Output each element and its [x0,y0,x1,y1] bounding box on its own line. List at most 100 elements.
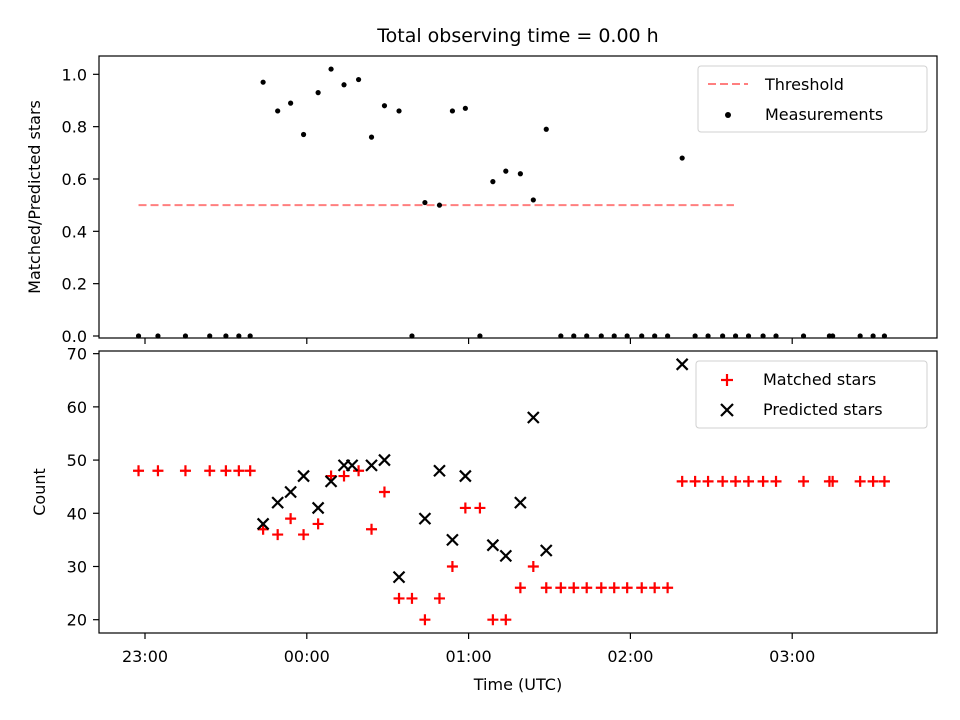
measurement-point [760,333,766,339]
matched-star-point [514,582,526,594]
matched-star-point [393,592,405,604]
measurement-point [830,333,836,339]
matched-star-point [378,486,390,498]
matched-star-point [500,614,512,626]
measurement-point [543,126,549,132]
top-ytick-label: 0.4 [62,222,87,241]
matched-star-point [204,465,216,477]
measurement-point [207,333,213,339]
measurement-point [182,333,189,339]
matched-star-point [325,470,337,482]
matched-star-point [474,502,486,514]
measurement-point [745,333,752,339]
predicted-star-point [297,469,310,483]
top-ytick-label: 0.8 [62,118,87,137]
measurement-point [236,333,242,339]
matched-star-point [433,592,445,604]
top-plot-frame [98,55,938,339]
measurement-point [396,108,402,114]
matched-star-point [555,582,567,594]
matched-star-point [272,529,284,541]
legend-measurement-swatch [725,112,731,118]
bottom-x-axis: 23:00 00:00 01:00 02:00 03:00 [122,633,815,666]
measurement-point [462,105,468,111]
matched-star-point [621,582,633,594]
measurement-point [857,333,863,339]
measurement-point [247,333,253,339]
bottom-xtick-label: 03:00 [769,647,815,666]
matched-star-point [743,475,755,487]
matched-star-point [798,475,810,487]
matched-star-point [649,582,661,594]
bottom-legend: Matched stars Predicted stars [695,360,928,429]
matched-star-point [757,475,769,487]
predicted-star-point [284,485,297,499]
matched-star-point [581,582,593,594]
predicted-star-point [345,459,359,472]
measurement-point [409,333,415,339]
measurement-point [328,66,334,72]
measurement-point [639,333,645,339]
measurement-point [422,199,428,206]
matched-star-point [220,465,232,477]
matched-star-point [353,465,365,477]
bottom-y-axis: 20 30 40 50 60 70 [67,345,99,630]
matched-star-point [446,560,458,572]
measurement-point [449,108,456,114]
predicted-star-point [256,517,270,531]
matched-star-point [459,502,471,514]
measurement-point [611,333,617,339]
measurement-point [490,179,496,185]
bottom-xtick-label: 02:00 [607,647,653,666]
legend-predicted-swatch [720,403,734,417]
matched-star-point [179,465,191,477]
top-y-axis: 0.0 0.2 0.4 0.6 0.8 1.0 [62,65,99,346]
matched-star-point [717,475,729,487]
measurement-point [665,333,671,339]
matched-star-point [662,582,674,594]
bottom-ytick-label: 50 [67,451,87,470]
top-y-axis-label: Matched/Predicted stars [25,100,44,294]
matched-star-point [419,614,431,626]
measurement-point [223,333,229,339]
bottom-ytick-label: 30 [67,557,87,576]
measurement-point [530,197,536,203]
predicted-star-point [418,512,432,525]
matched-star-point [285,513,297,525]
matched-star-point [568,582,580,594]
matched-star-point [152,465,164,477]
measurement-point [720,333,726,339]
matched-star-point [827,475,839,487]
top-ytick-label: 1.0 [62,65,87,84]
matched-star-point [676,475,688,487]
measurement-point [260,79,266,85]
bottom-xtick-label: 01:00 [446,647,492,666]
predicted-star-point [675,358,689,371]
chart-title: Total observing time = 0.00 h [376,25,658,47]
top-legend: Threshold Measurements [697,65,928,133]
legend-matched-label: Matched stars [763,370,876,389]
measurement-point [558,333,564,339]
matched-star-point [257,523,269,535]
bottom-xtick-label: 23:00 [122,647,168,666]
bottom-panel: 20 30 40 50 60 70 23:00 00:00 01:00 02:00 03:00 C… [30,345,938,694]
matched-star-point [689,475,701,487]
predicted-star-point [446,533,459,547]
legend-measurement-label: Measurements [765,105,883,124]
matched-star-point [730,475,742,487]
measurement-point [732,333,739,339]
matched-star-point [366,523,378,535]
matched-star-point [595,582,607,594]
matched-star-point [527,560,539,572]
predicted-star-point [459,469,472,483]
predicted-star-point [539,544,553,557]
measurement-point [368,134,375,140]
matched-star-point [133,465,145,477]
measurement-point [652,333,658,339]
bottom-legend-box [695,360,928,429]
count-points [133,358,890,626]
predicted-star-point [514,496,527,509]
measurement-point [155,333,161,339]
measurement-point [692,333,698,339]
measurement-point [477,333,483,339]
